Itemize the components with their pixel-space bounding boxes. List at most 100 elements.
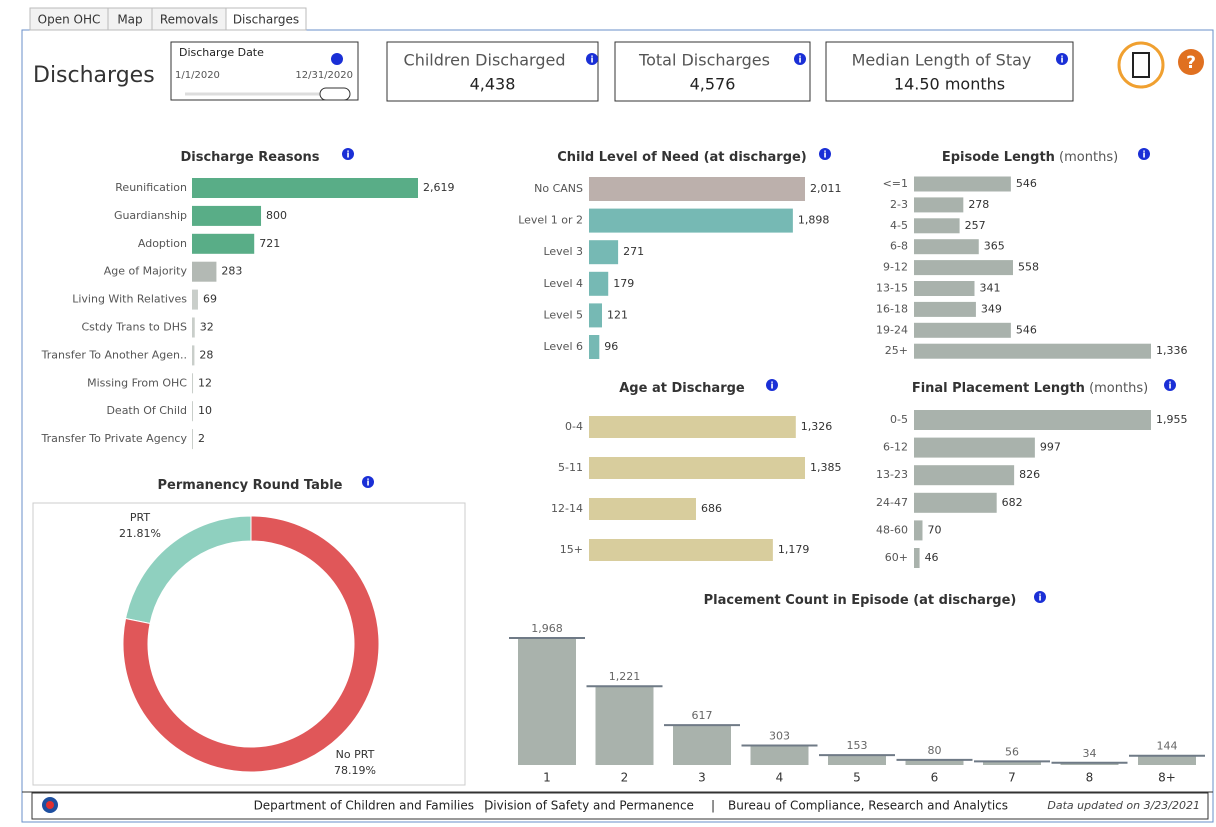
value-label: 1,179 [778,543,810,556]
bar [983,761,1041,765]
info-icon[interactable] [331,53,343,65]
info-icon-glyph: i [798,56,801,66]
donut-slice [122,515,380,773]
bar [589,240,619,265]
value-label: 1,326 [801,420,833,433]
value-label: 682 [1002,496,1023,509]
info-icon-glyph: i [823,151,826,161]
value-label: 303 [769,729,790,742]
bar [914,197,964,213]
bar [914,410,1151,430]
category-label: 24-47 [876,496,908,509]
info-icon[interactable] [362,476,374,488]
bar [905,759,964,765]
category-label: 5-11 [558,461,583,474]
bar [914,322,1011,338]
info-icon[interactable] [766,379,778,391]
category-label: 60+ [885,551,908,564]
bar [914,343,1151,359]
value-label: 34 [1083,747,1097,760]
value-label: 121 [607,308,628,321]
value-label: 96 [604,340,618,353]
bar [589,208,793,233]
bar [589,177,805,201]
value-label: 179 [613,277,634,290]
value-label: 69 [203,293,217,306]
category-label: 15+ [560,543,583,556]
bar [589,335,600,359]
value-label: 1,955 [1156,413,1188,426]
help-icon-glyph: ? [1186,53,1196,73]
category-label: 9-12 [883,261,908,274]
tab-label: Discharges [233,13,299,27]
bar [589,416,796,438]
info-icon-glyph: i [1060,56,1063,66]
info-icon[interactable] [794,53,806,65]
category-label: Death Of Child [106,404,187,417]
value-label: 546 [1016,177,1037,190]
help-icon[interactable] [1178,49,1204,75]
footer-box [31,792,1209,820]
chart-unit: (months) [1085,381,1148,396]
bar [673,725,731,765]
footer-updated: Data updated on 3/23/2021 [1047,799,1200,812]
info-icon-glyph: i [590,56,593,66]
filter-label: Discharge Date [179,46,264,59]
value-label: 826 [1019,468,1040,481]
category-label: 16-18 [876,302,908,315]
category-label: Level 5 [543,308,583,321]
value-label: 2,011 [810,182,842,195]
footer-org: Department of Children and Families [254,799,474,813]
chart-title: Age at Discharge [619,381,745,396]
value-label: 2,619 [423,181,455,194]
value-label: 2 [198,432,205,445]
info-icon-glyph: i [1142,151,1145,161]
slider-handle[interactable] [319,87,351,101]
kpi-value: 4,438 [470,75,516,94]
category-label: 12-14 [551,502,583,515]
value-label: 617 [692,709,713,722]
tab[interactable] [225,7,307,31]
info-icon[interactable] [1056,53,1068,65]
value-label: 800 [266,209,287,222]
chart-title-text: Discharge Reasons [180,150,319,165]
bar [750,745,809,765]
info-icon[interactable] [342,148,354,160]
category-label: 48-60 [876,523,908,536]
category-label: 13-23 [876,468,908,481]
bar [192,345,195,366]
chart-title: Child Level of Need (at discharge) [557,150,807,165]
slice-label: No PRT [336,748,375,761]
bar [192,317,195,338]
kpi-label: Total Discharges [638,51,770,70]
value-label: 12 [198,376,212,389]
info-icon-glyph: i [366,479,369,489]
page-title: Discharges [33,63,155,88]
category-label: <=1 [883,177,908,190]
filter-end: 12/31/2020 [295,70,353,81]
info-icon[interactable] [586,53,598,65]
info-icon[interactable] [1164,379,1176,391]
info-icon[interactable] [1034,591,1046,603]
donut-frame [32,502,466,786]
info-icon[interactable] [1138,148,1150,160]
info-icon-glyph: i [1168,382,1171,392]
category-label: Transfer To Private Agency [41,432,188,445]
value-label: 70 [927,523,941,536]
bar [1060,762,1119,765]
value-label: 997 [1040,441,1061,454]
info-icon[interactable] [819,148,831,160]
bar [192,401,193,422]
bar [589,303,602,328]
category-label: 5 [853,771,861,785]
category-label: Level 4 [543,277,583,290]
value-label: 257 [965,219,986,232]
category-label: Guardianship [114,209,187,222]
chart-title-text: Episode Length [942,150,1055,165]
info-icon-glyph: i [346,151,349,161]
category-label: Level 6 [543,340,583,353]
category-label: No CANS [534,182,583,195]
bar [192,429,193,450]
value-label: 56 [1005,745,1019,758]
bar [914,218,960,234]
